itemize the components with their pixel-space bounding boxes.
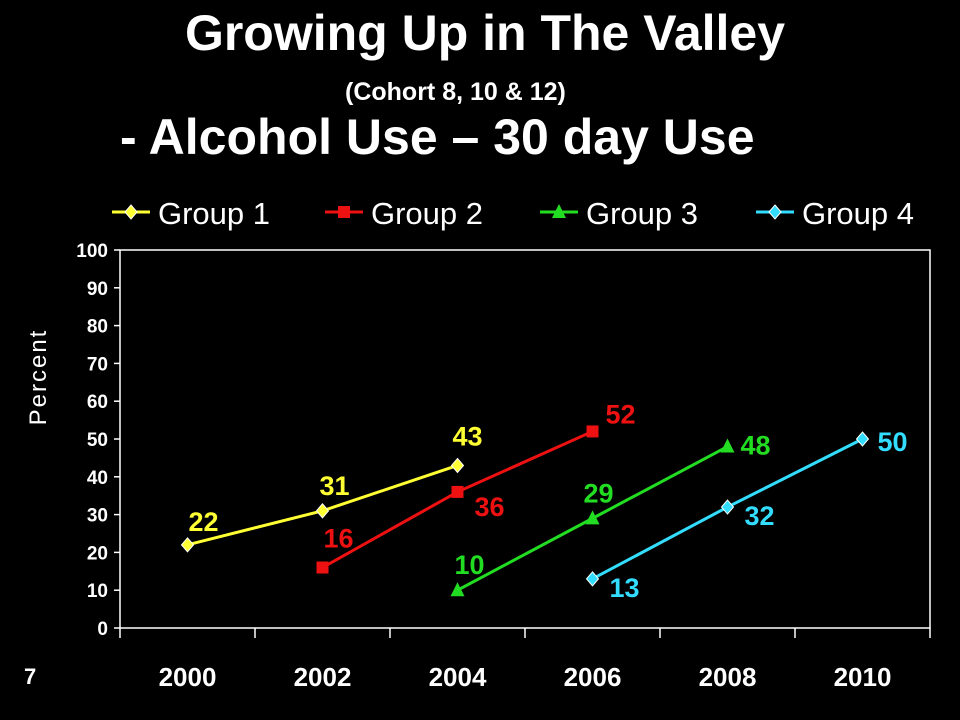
legend-label-group-1: Group 1 — [158, 196, 270, 231]
data-label: 52 — [605, 399, 635, 429]
y-tick-label: 80 — [87, 317, 108, 338]
data-point — [450, 457, 465, 474]
series-line-2 — [321, 430, 594, 569]
data-point — [720, 438, 735, 453]
legend-marker — [124, 204, 138, 220]
data-label: 32 — [744, 501, 774, 531]
data-label: 29 — [583, 478, 613, 508]
slide-subtitle: (Cohort 8, 10 & 12) — [345, 78, 566, 106]
legend-label-group-3: Group 3 — [586, 196, 698, 231]
y-tick-label: 30 — [87, 506, 108, 527]
x-tick-label: 2004 — [429, 662, 487, 692]
data-point — [585, 510, 600, 525]
y-tick-label: 10 — [87, 581, 108, 602]
x-tick-label: 2000 — [159, 662, 217, 692]
data-point — [316, 561, 329, 574]
slide-title-main: Growing Up in The Valley — [184, 5, 786, 61]
y-tick-label: 70 — [87, 354, 108, 375]
y-tick-label: 40 — [87, 468, 108, 489]
legend-marker — [768, 204, 782, 220]
data-label: 13 — [609, 573, 639, 603]
x-tick-label: 2002 — [294, 662, 352, 692]
slide-number: 7 — [24, 664, 37, 689]
y-tick-label: 50 — [87, 430, 108, 451]
y-tick-label: 60 — [87, 392, 108, 413]
data-point — [720, 499, 735, 515]
data-point — [585, 571, 600, 587]
y-tick-label: 0 — [97, 619, 108, 640]
data-point — [855, 431, 870, 447]
data-point — [450, 582, 465, 597]
data-point — [586, 425, 599, 438]
data-label: 50 — [877, 427, 907, 457]
data-label: 16 — [323, 524, 353, 554]
y-tick-label: 20 — [87, 543, 108, 564]
plot-area — [119, 249, 931, 629]
data-label: 48 — [740, 431, 770, 461]
legend-label-group-2: Group 2 — [371, 196, 483, 231]
y-tick-label: 90 — [87, 279, 108, 300]
data-label: 43 — [452, 421, 482, 451]
data-label: 10 — [454, 550, 484, 580]
data-point — [451, 485, 464, 498]
data-label: 31 — [319, 471, 349, 501]
legend-label-group-4: Group 4 — [802, 196, 914, 231]
data-label: 22 — [188, 507, 218, 537]
data-point — [180, 537, 195, 553]
legend-marker — [552, 204, 566, 218]
x-tick-label: 2010 — [834, 662, 892, 692]
legend-marker — [338, 206, 350, 218]
x-tick-label: 2006 — [564, 662, 622, 692]
data-label: 36 — [474, 492, 504, 522]
y-tick-label: 100 — [76, 241, 108, 262]
y-axis-title: Percent — [25, 329, 52, 426]
x-tick-label: 2008 — [699, 662, 757, 692]
data-point — [315, 503, 330, 519]
slide-title-line3: - Alcohol Use – 30 day Use — [120, 109, 755, 165]
